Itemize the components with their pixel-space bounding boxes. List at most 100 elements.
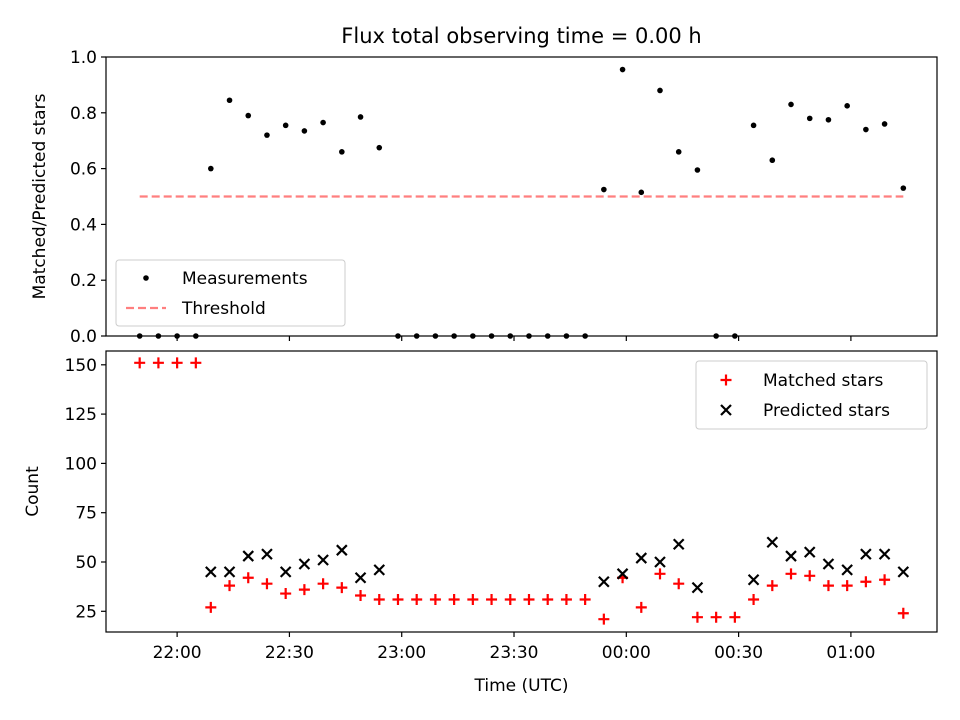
- matched-star-point: [804, 570, 816, 582]
- measurement-point: [193, 333, 199, 339]
- measurement-point: [563, 333, 570, 339]
- matched-star-point: [635, 601, 647, 613]
- predicted-star-point: [598, 575, 610, 588]
- matched-star-point: [542, 593, 554, 605]
- measurement-point: [174, 333, 180, 339]
- matched-star-point: [355, 590, 367, 602]
- matched-star-point: [411, 593, 423, 605]
- measurement-point: [713, 333, 719, 339]
- plot-panel-2: 25 50 75 100 125 150 22:00 22:30 23:00 23:30 00:00…: [23, 350, 938, 696]
- measurement-point: [226, 97, 233, 104]
- matched-star-point: [504, 593, 516, 605]
- predicted-star-point: [785, 550, 797, 562]
- matched-star-point: [134, 357, 146, 369]
- measurement-point: [544, 333, 551, 339]
- measurement-point: [357, 114, 364, 120]
- matched-star-point: [654, 568, 666, 580]
- y-tick-label: 0.0: [70, 327, 97, 347]
- measurement-point: [732, 333, 738, 339]
- measurement-point: [638, 189, 645, 196]
- matched-star-point: [429, 593, 441, 605]
- measurement-point: [245, 112, 252, 119]
- predicted-star-point: [373, 564, 386, 576]
- measurement-point: [750, 122, 757, 129]
- measurement-point: [282, 122, 289, 129]
- measurement-point: [451, 333, 457, 339]
- predicted-star-point: [635, 552, 648, 564]
- matched-star-point: [766, 580, 778, 592]
- data-marks: [134, 357, 910, 625]
- measurement-point: [470, 333, 476, 339]
- y-axis-label: Matched/Predicted stars: [30, 93, 50, 299]
- matched-star-point: [152, 357, 164, 369]
- y-tick-label: 0.4: [70, 215, 97, 235]
- matched-star-point: [860, 576, 872, 588]
- measurement-point: [339, 149, 345, 155]
- measurement-point: [507, 333, 514, 339]
- matched-star-point: [523, 593, 535, 605]
- measurement-point: [619, 66, 626, 73]
- legend-box: [695, 360, 928, 430]
- predicted-star-point: [261, 548, 273, 560]
- measurement-point: [601, 186, 607, 193]
- predicted-star-point: [841, 564, 853, 576]
- measurement-point: [301, 128, 308, 134]
- predicted-star-point: [803, 546, 816, 558]
- x-tick-label: 01:00: [826, 643, 875, 663]
- matched-star-point: [336, 582, 348, 594]
- predicted-star-point: [354, 571, 367, 584]
- predicted-star-point: [205, 566, 217, 578]
- measurement-point: [863, 126, 869, 133]
- predicted-star-point: [691, 581, 704, 594]
- measurement-point: [769, 157, 776, 164]
- measurement-point: [675, 149, 682, 155]
- measurement-point: [900, 185, 907, 191]
- matched-star-point: [841, 580, 853, 592]
- matched-star-point: [298, 584, 310, 596]
- y-axis-label: Count: [23, 466, 43, 517]
- legend-measurements-marker: [143, 275, 149, 281]
- x-tick-label: 23:30: [490, 643, 539, 663]
- measurement-point: [320, 119, 326, 126]
- predicted-star-point: [242, 550, 255, 562]
- axes-frame: [105, 56, 938, 337]
- y-tick-label: 0.6: [70, 160, 97, 180]
- chart-title: Flux total observing time = 0.00 h: [341, 24, 701, 48]
- legend-matched-marker: [720, 374, 732, 386]
- matched-star-point: [560, 593, 572, 605]
- predicted-star-point: [747, 573, 760, 586]
- measurement-point: [844, 103, 850, 109]
- matched-star-point: [448, 593, 460, 605]
- x-tick-label: 22:00: [153, 643, 202, 663]
- y-tick-label: 150: [65, 356, 97, 376]
- matched-star-point: [897, 607, 909, 619]
- matched-star-point: [673, 578, 685, 590]
- legend-box: [115, 259, 346, 327]
- y-tick-label: 100: [65, 454, 97, 474]
- y-tick-label: 1.0: [70, 48, 97, 68]
- matched-star-point: [785, 568, 797, 580]
- predicted-star-point: [878, 548, 891, 560]
- matched-star-point: [224, 580, 236, 592]
- data-marks: [136, 66, 907, 339]
- matched-star-point: [242, 572, 254, 584]
- measurement-point: [881, 121, 888, 127]
- legend-predicted-marker: [720, 404, 732, 416]
- matched-star-point: [171, 357, 183, 369]
- x-axis-label: Time (UTC): [474, 676, 569, 696]
- measurement-point: [488, 333, 495, 339]
- measurement-point: [806, 115, 813, 122]
- x-tick-label: 00:00: [602, 643, 651, 663]
- predicted-star-point: [616, 568, 629, 580]
- y-tick-label: 0.8: [70, 104, 97, 124]
- predicted-star-point: [317, 554, 329, 566]
- measurement-point: [657, 87, 663, 94]
- y-tick-label: 25: [75, 602, 97, 622]
- predicted-star-point: [336, 544, 348, 556]
- y-tick-label: 0.2: [70, 271, 97, 291]
- predicted-star-point: [860, 548, 872, 560]
- legend-label: Threshold: [181, 299, 266, 319]
- predicted-star-point: [822, 558, 835, 570]
- matched-star-point: [280, 588, 292, 600]
